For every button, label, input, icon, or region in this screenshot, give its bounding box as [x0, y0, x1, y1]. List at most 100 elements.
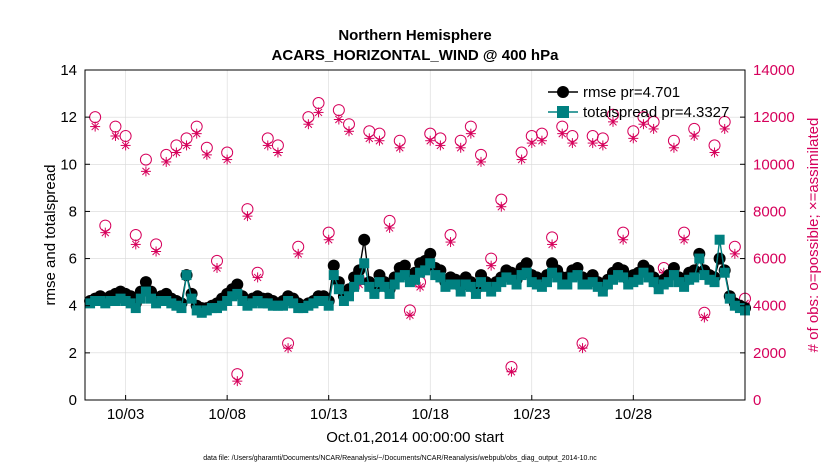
obs-assimilated-point	[567, 138, 578, 149]
totalspread-point	[613, 270, 624, 281]
y-tick-label-right: 8000	[753, 203, 786, 220]
totalspread-point	[420, 265, 431, 276]
y-tick-label-right: 6000	[753, 251, 786, 268]
totalspread-point	[694, 253, 705, 264]
obs-assimilated-point	[587, 138, 598, 149]
x-tick-label: 10/13	[310, 406, 348, 423]
y-tick-label-right: 10000	[753, 156, 795, 173]
totalspread-point	[399, 270, 410, 281]
obs-assimilated-point	[374, 135, 385, 146]
x-axis-label: Oct.01,2014 00:00:00 start	[326, 429, 504, 446]
totalspread-point	[161, 296, 172, 306]
totalspread-point	[445, 279, 456, 290]
y-tick-label-left: 6	[69, 251, 77, 268]
totalspread-point	[455, 286, 466, 297]
totalspread-point	[156, 296, 167, 306]
totalspread-point	[440, 281, 451, 292]
x-tick-label: 10/03	[107, 406, 145, 423]
totalspread-point	[252, 296, 263, 306]
totalspread-point	[410, 274, 420, 285]
y-tick-label-right: 0	[753, 392, 761, 409]
obs-assimilated-point	[506, 366, 517, 377]
totalspread-point	[374, 277, 385, 288]
totalspread-point	[303, 300, 314, 311]
totalspread-point	[536, 281, 547, 292]
totalspread-point	[486, 286, 497, 297]
totalspread-point	[643, 272, 654, 283]
obs-assimilated-point	[628, 133, 639, 144]
axis-ticks: 0 2 4 6 8 10 12 14 0 2000 4000 6000 8000 10000 12000 14…	[60, 62, 794, 423]
obs-assimilated-point	[140, 166, 151, 177]
obs-assimilated-point	[445, 237, 456, 248]
totalspread-point	[572, 270, 583, 281]
totalspread-point	[679, 281, 690, 292]
obs-assimilated-point	[303, 119, 314, 130]
obs-assimilated-point	[293, 248, 304, 259]
totalspread-point	[567, 272, 578, 283]
rmse-point	[424, 247, 437, 260]
x-tick-label: 10/28	[615, 406, 653, 423]
totalspread-point	[506, 274, 517, 285]
y-tick-label-left: 14	[60, 62, 77, 79]
totalspread-point	[135, 293, 146, 304]
y-axis-label-right: # of obs: o=possible; ×=assimilated	[805, 118, 822, 353]
totalspread-point	[166, 298, 177, 309]
totalspread-point	[653, 284, 664, 295]
totalspread-point	[110, 296, 121, 306]
totalspread-point	[511, 279, 522, 290]
legend: rmse pr=4.701 totalspread pr=4.3327	[548, 84, 729, 121]
obs-assimilated-point	[232, 376, 243, 387]
obs-assimilated-point	[252, 272, 263, 283]
legend-spread-label: totalspread pr=4.3327	[583, 104, 729, 121]
obs-possible-point	[139, 153, 152, 166]
obs-assimilated-point	[689, 131, 700, 141]
totalspread-point	[608, 274, 618, 285]
totalspread-point	[552, 272, 563, 283]
rmse-point	[398, 259, 411, 272]
legend-spread-marker	[557, 106, 569, 118]
totalspread-point	[359, 258, 370, 269]
obs-assimilated-point	[486, 260, 497, 271]
totalspread-point	[425, 258, 436, 269]
obs-assimilated-point	[394, 142, 405, 153]
obs-assimilated-point	[668, 142, 679, 153]
totalspread-point	[460, 279, 471, 290]
obs-assimilated-point	[547, 239, 558, 250]
obs-assimilated-point	[516, 154, 527, 165]
totalspread-point	[602, 279, 613, 290]
totalspread-point	[278, 300, 288, 311]
rmse-point	[327, 259, 340, 272]
obs-assimilated-point	[526, 138, 537, 149]
totalspread-point	[734, 303, 745, 314]
totalspread-point	[338, 296, 349, 306]
obs-assimilated-point	[384, 222, 395, 233]
totalspread-point	[430, 270, 441, 281]
chart-title: Northern Hemisphere	[338, 27, 491, 44]
y-tick-label-right: 2000	[753, 345, 786, 362]
obs-assimilated-point	[181, 140, 192, 151]
x-tick-label: 10/08	[208, 406, 246, 423]
totalspread-point	[349, 281, 360, 292]
totalspread-point	[288, 298, 299, 309]
obs-assimilated-point	[404, 310, 415, 321]
totalspread-point	[592, 281, 603, 292]
totalspread-point	[318, 296, 329, 306]
totalspread-point	[709, 277, 720, 288]
totalspread-point	[628, 277, 639, 288]
totalspread-point	[379, 281, 390, 292]
obs-assimilated-point	[415, 281, 426, 292]
totalspread-point	[105, 296, 116, 306]
obs-assimilated-point	[191, 128, 202, 139]
totalspread-point	[308, 298, 319, 309]
totalspread-point	[90, 296, 101, 306]
totalspread-point	[623, 279, 634, 290]
totalspread-point	[450, 279, 461, 290]
totalspread-point	[227, 291, 238, 302]
totalspread-point	[186, 293, 197, 304]
totalspread-point	[151, 298, 162, 309]
obs-assimilated-point	[313, 107, 324, 118]
totalspread-point	[328, 270, 339, 281]
totalspread-point	[404, 277, 415, 288]
totalspread-point	[212, 303, 222, 314]
